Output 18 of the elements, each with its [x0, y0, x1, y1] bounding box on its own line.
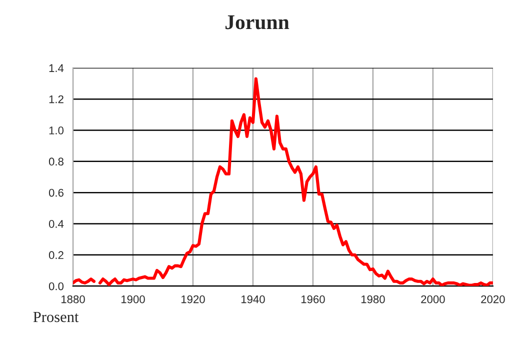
y-tick-label: 0.0	[48, 282, 64, 290]
y-tick-label: 0.4	[48, 220, 64, 228]
y-tick-label: 0.8	[48, 158, 64, 166]
x-tick-label: 2020	[481, 295, 505, 304]
chart-title: Jorunn	[226, 15, 290, 30]
text: Prosent	[33, 312, 79, 322]
x-tick-label: 1900	[121, 295, 145, 304]
y-tick-label: 1.0	[49, 126, 64, 134]
x-tick-label: 1980	[361, 295, 385, 304]
x-tick-label: 1940	[241, 295, 265, 304]
x-tick-label: 2000	[421, 295, 445, 304]
y-tick-label: 1.2	[49, 95, 64, 104]
y-tick-label: 0.2	[48, 251, 64, 260]
y-tick-label: 1.4	[49, 64, 64, 72]
x-tick-label: 1920	[181, 295, 205, 304]
x-tick-label: 1880	[61, 295, 85, 304]
x-tick-label: 1960	[301, 295, 325, 304]
y-tick-label: 0.6	[48, 188, 64, 197]
